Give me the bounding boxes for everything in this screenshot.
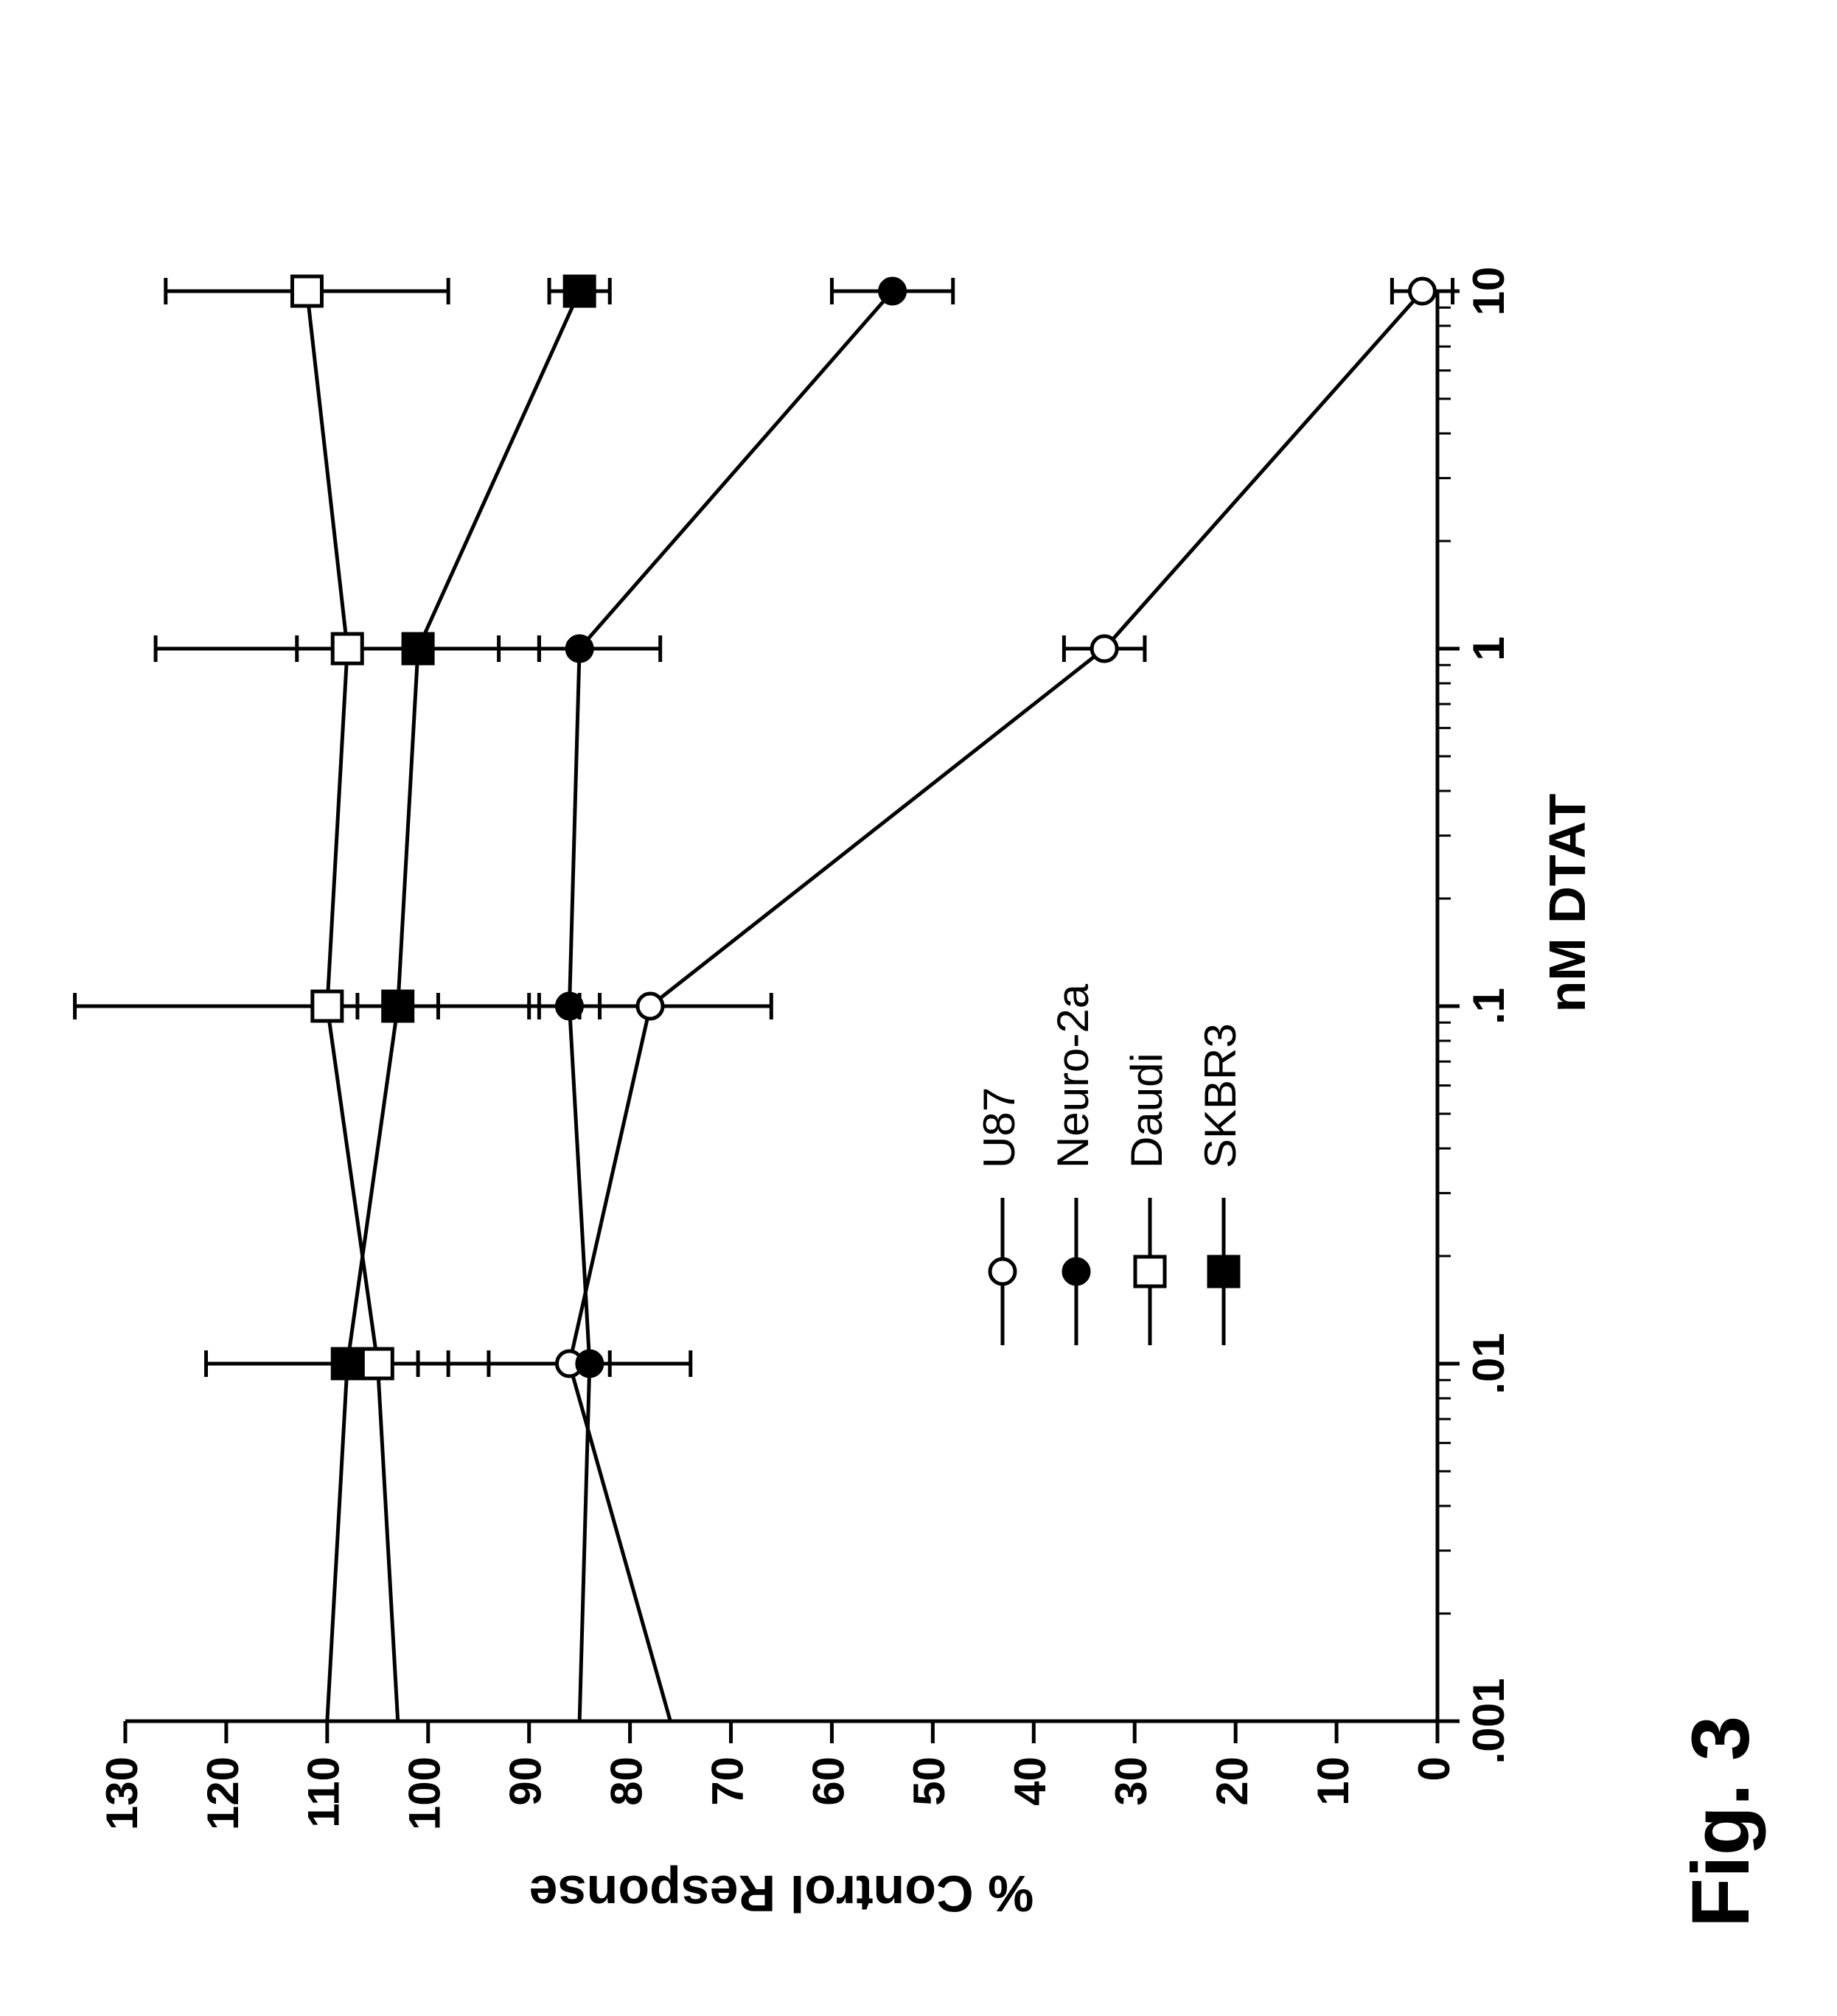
x-tick-label: 1 [1464, 636, 1513, 660]
marker-square-open [332, 634, 362, 663]
legend-label: Daudi [1122, 1053, 1171, 1168]
marker-square-open [313, 991, 342, 1021]
marker-square-filled [1209, 1257, 1238, 1286]
marker-circle-open [1092, 636, 1117, 661]
legend-label: U87 [975, 1087, 1024, 1168]
marker-circle-open [990, 1259, 1015, 1284]
y-tick-label: 100 [400, 1757, 450, 1830]
x-tick-label: 10 [1464, 267, 1513, 316]
y-tick-label: 70 [703, 1757, 752, 1806]
marker-square-filled [383, 991, 413, 1021]
y-tick-label: 90 [501, 1757, 551, 1806]
y-tick-label: 10 [1308, 1757, 1358, 1806]
marker-circle-open [1409, 279, 1435, 304]
y-tick-label: 20 [1207, 1757, 1257, 1806]
y-tick-label: 0 [1409, 1757, 1459, 1781]
marker-circle-filled [880, 279, 905, 304]
marker-circle-filled [567, 636, 592, 661]
y-tick-label: 110 [299, 1757, 349, 1828]
marker-circle-filled [557, 994, 582, 1019]
x-tick-label: .001 [1464, 1678, 1513, 1765]
rotated-chart-group: 0102030405060708090100110120130.001.01.1… [75, 267, 1766, 1928]
figure-container: 0102030405060708090100110120130.001.01.1… [0, 0, 1837, 2016]
marker-square-filled [403, 634, 433, 663]
marker-circle-open [638, 994, 663, 1019]
y-tick-label: 120 [198, 1757, 248, 1830]
x-tick-label: .1 [1464, 988, 1513, 1025]
y-tick-label: 60 [804, 1757, 853, 1806]
marker-square-open [1135, 1257, 1165, 1286]
y-axis-label: % Control Response [529, 1865, 1034, 1922]
marker-circle-filled [1064, 1259, 1089, 1284]
x-tick-label: .01 [1464, 1333, 1513, 1394]
figure-label: Fig. 3 [1676, 1716, 1766, 1928]
marker-square-filled [332, 1349, 362, 1378]
legend-label: SKBR3 [1196, 1023, 1245, 1168]
marker-square-open [363, 1349, 392, 1378]
legend-label: Neuro-2a [1048, 983, 1098, 1168]
marker-square-open [292, 276, 321, 306]
y-tick-label: 40 [1005, 1757, 1055, 1806]
y-tick-label: 30 [1106, 1757, 1156, 1806]
marker-square-filled [565, 276, 594, 306]
x-axis-label: nM DTAT [1538, 794, 1596, 1013]
y-tick-label: 50 [904, 1757, 954, 1806]
marker-circle-filled [577, 1351, 602, 1376]
y-tick-label: 80 [602, 1757, 651, 1806]
y-tick-label: 130 [97, 1757, 147, 1830]
chart-svg: 0102030405060708090100110120130.001.01.1… [0, 0, 1837, 2016]
